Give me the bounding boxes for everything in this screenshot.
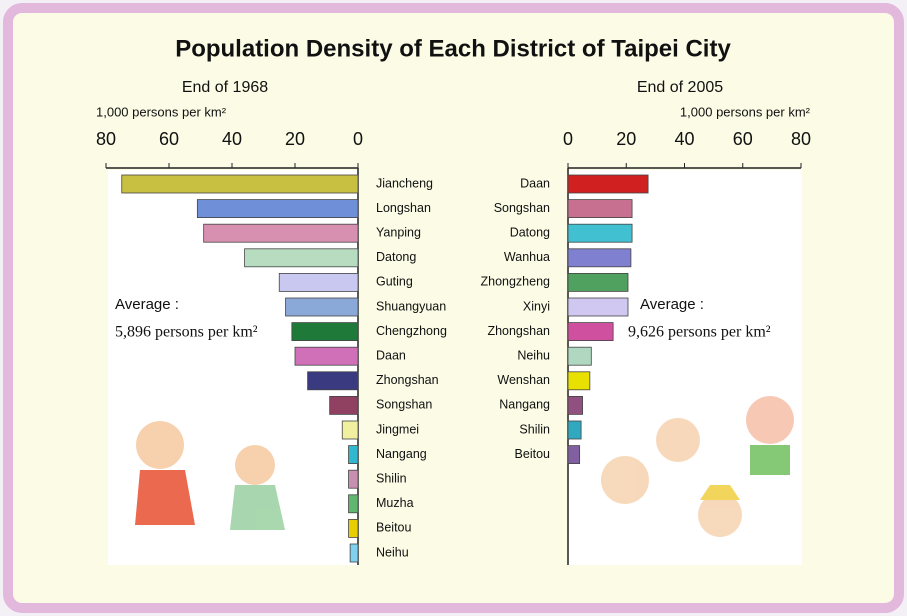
- category-label: Nangang: [499, 398, 550, 412]
- category-label: Chengzhong: [376, 324, 447, 338]
- category-label: Zhongshan: [487, 324, 550, 338]
- category-label: Datong: [376, 250, 416, 264]
- bar: [342, 421, 358, 439]
- category-label: Longshan: [376, 201, 431, 215]
- x-tick-label: 60: [159, 129, 179, 149]
- category-label: Xinyi: [523, 299, 550, 313]
- x-tick-label: 80: [96, 129, 116, 149]
- bar: [295, 347, 358, 365]
- bar: [204, 224, 358, 242]
- category-label: Neihu: [517, 348, 550, 362]
- x-tick-label: 40: [222, 129, 242, 149]
- bar: [568, 175, 648, 193]
- category-label: Jiancheng: [376, 176, 433, 190]
- category-label: Jingmei: [376, 422, 419, 436]
- category-label: Datong: [510, 225, 550, 239]
- bar: [349, 519, 358, 537]
- axis-label: 1,000 persons per km²: [96, 104, 227, 119]
- bar: [286, 298, 358, 316]
- bar: [568, 372, 590, 390]
- category-label: Wanhua: [504, 250, 550, 264]
- bar: [349, 495, 358, 513]
- category-label: Beitou: [376, 521, 411, 535]
- bar: [350, 544, 358, 562]
- bar: [568, 224, 632, 242]
- bar: [349, 470, 358, 488]
- subtitle: End of 1968: [182, 79, 268, 96]
- bar: [122, 175, 358, 193]
- category-label: Yanping: [376, 225, 421, 239]
- bar: [568, 323, 613, 341]
- category-label: Muzha: [376, 496, 414, 510]
- x-tick-label: 40: [674, 129, 694, 149]
- bar: [292, 323, 358, 341]
- axis-label: 1,000 persons per km²: [680, 104, 811, 119]
- subtitle: End of 2005: [637, 79, 723, 96]
- bar: [245, 249, 358, 267]
- category-label: Daan: [520, 176, 550, 190]
- x-tick-label: 0: [563, 129, 573, 149]
- bar: [349, 446, 358, 464]
- bar: [197, 200, 358, 218]
- category-label: Wenshan: [497, 373, 550, 387]
- bar: [568, 249, 631, 267]
- category-label: Nangang: [376, 447, 427, 461]
- chart: Population Density of Each District of T…: [0, 0, 907, 616]
- bar: [279, 273, 358, 291]
- bar: [308, 372, 358, 390]
- annotation: 5,896 persons per km²: [115, 324, 258, 341]
- bar: [568, 446, 580, 464]
- category-label: Guting: [376, 275, 413, 289]
- chart-title: Population Density of Each District of T…: [175, 35, 731, 62]
- x-tick-label: 60: [733, 129, 753, 149]
- category-label: Zhongzheng: [480, 275, 550, 289]
- category-label: Shilin: [376, 471, 407, 485]
- category-label: Shilin: [519, 422, 550, 436]
- bar: [568, 421, 581, 439]
- annotation: 9,626 persons per km²: [628, 324, 771, 341]
- category-label: Zhongshan: [376, 373, 439, 387]
- x-tick-label: 80: [791, 129, 811, 149]
- bar: [330, 396, 358, 414]
- category-label: Beitou: [515, 447, 550, 461]
- bar: [568, 298, 628, 316]
- x-tick-label: 0: [353, 129, 363, 149]
- bar: [568, 396, 583, 414]
- category-label: Shuangyuan: [376, 299, 446, 313]
- annotation-title: Average :: [640, 296, 704, 313]
- category-label: Neihu: [376, 545, 409, 559]
- bar: [568, 347, 591, 365]
- bar: [568, 273, 628, 291]
- x-tick-label: 20: [285, 129, 305, 149]
- category-label: Songshan: [494, 201, 550, 215]
- x-tick-label: 20: [616, 129, 636, 149]
- bar: [568, 200, 632, 218]
- annotation-title: Average :: [115, 296, 179, 313]
- category-label: Daan: [376, 348, 406, 362]
- category-label: Songshan: [376, 398, 432, 412]
